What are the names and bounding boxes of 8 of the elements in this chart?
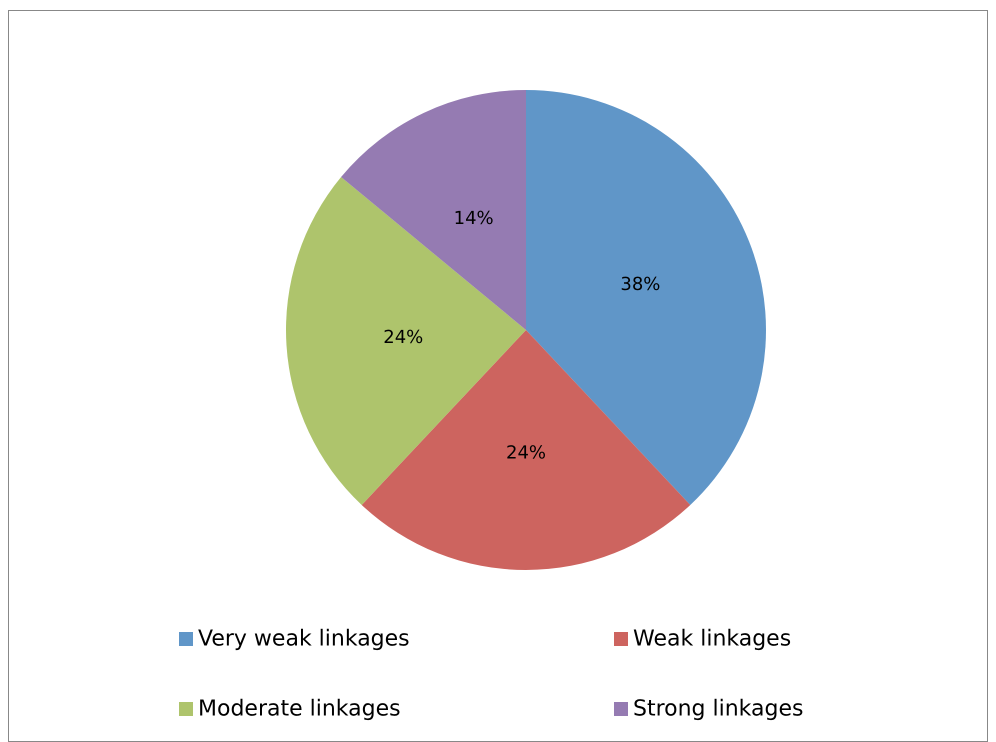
legend-label: Weak linkages	[633, 626, 792, 652]
legend-label: Very weak linkages	[198, 626, 410, 652]
data-label: 24%	[383, 327, 424, 348]
data-label: 24%	[506, 442, 546, 464]
data-label: 38%	[620, 274, 660, 296]
legend-label: Moderate linkages	[198, 696, 401, 722]
data-label: 14%	[454, 208, 494, 230]
legend-label: Strong linkages	[633, 696, 804, 722]
